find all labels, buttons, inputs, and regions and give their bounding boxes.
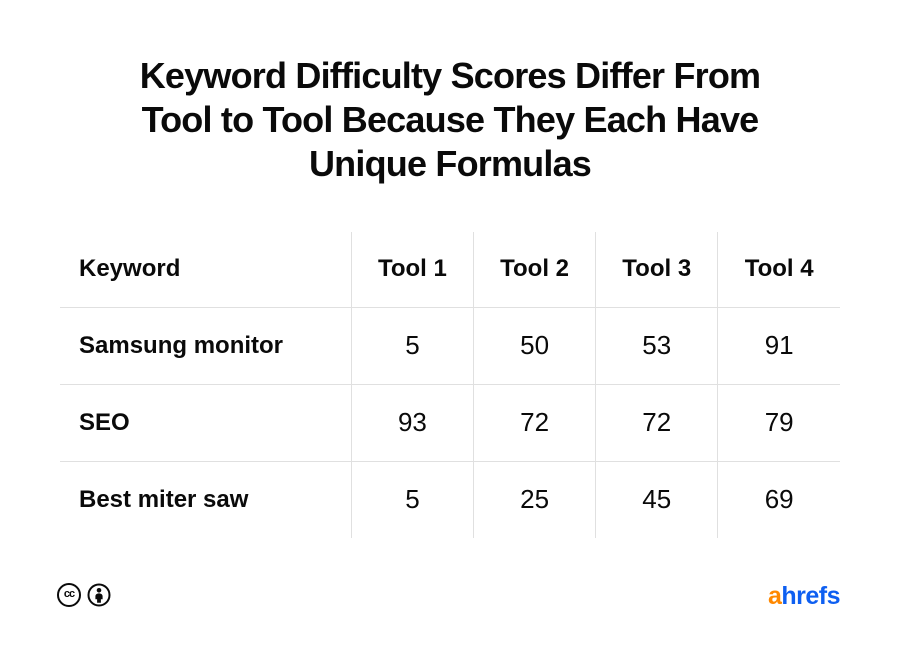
score-cell: 45 (595, 461, 719, 538)
score-cell: 5 (351, 461, 475, 538)
table-row: Samsung monitor 5 50 53 91 (60, 307, 840, 385)
score-cell: 53 (595, 307, 719, 385)
table-row: Best miter saw 5 25 45 69 (60, 461, 840, 538)
keyword-cell: SEO (60, 384, 352, 462)
page-title: Keyword Difficulty Scores Differ From To… (0, 54, 900, 186)
column-header-tool3: Tool 3 (595, 232, 719, 308)
cc-icon: cc (57, 583, 81, 607)
table-header-row: Keyword Tool 1 Tool 2 Tool 3 Tool 4 (60, 232, 840, 308)
title-line-3: Unique Formulas (308, 143, 592, 184)
score-cell: 5 (351, 307, 475, 385)
score-cell: 91 (717, 307, 840, 385)
score-cell: 93 (351, 384, 475, 462)
score-cell: 69 (717, 461, 840, 538)
license-badges: cc (57, 583, 111, 607)
title-line-2: Tool to Tool Because They Each Have (141, 99, 760, 140)
score-cell: 50 (473, 307, 597, 385)
table-row: SEO 93 72 72 79 (60, 384, 840, 462)
ahrefs-logo-hrefs: hrefs (781, 582, 840, 610)
keyword-difficulty-table: Keyword Tool 1 Tool 2 Tool 3 Tool 4 Sams… (60, 232, 840, 538)
score-cell: 25 (473, 461, 597, 538)
column-header-keyword: Keyword (60, 232, 352, 308)
keyword-cell: Best miter saw (60, 461, 352, 538)
ahrefs-logo: ahrefs (767, 582, 841, 610)
attribution-person-icon (87, 583, 111, 607)
column-header-tool2: Tool 2 (473, 232, 597, 308)
score-cell: 72 (595, 384, 719, 462)
column-header-tool1: Tool 1 (351, 232, 475, 308)
ahrefs-logo-a: a (767, 582, 782, 610)
keyword-cell: Samsung monitor (60, 307, 352, 385)
column-header-tool4: Tool 4 (717, 232, 840, 308)
score-cell: 79 (717, 384, 840, 462)
score-cell: 72 (473, 384, 597, 462)
title-line-1: Keyword Difficulty Scores Differ From (139, 55, 761, 96)
